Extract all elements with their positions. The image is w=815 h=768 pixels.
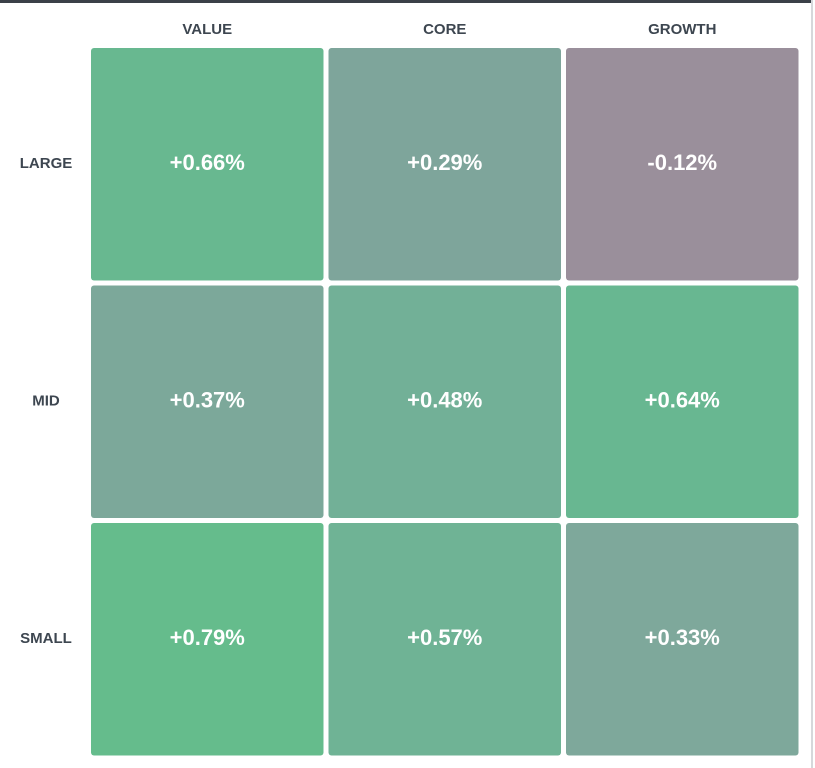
cell-label: +0.48% (407, 388, 482, 413)
cell-label: +0.33% (645, 625, 720, 650)
cell-label: +0.29% (407, 150, 482, 175)
row-header: MID (32, 393, 60, 410)
top-bar (0, 0, 812, 3)
cell-label: +0.79% (170, 625, 245, 650)
cell-label: +0.37% (170, 388, 245, 413)
cell-label: +0.66% (170, 150, 245, 175)
cell (566, 523, 799, 756)
cell-label: +0.57% (407, 625, 482, 650)
cell (91, 285, 324, 518)
cell (566, 285, 799, 518)
column-header: GROWTH (648, 21, 716, 38)
cell (91, 48, 324, 281)
cell (328, 285, 561, 518)
cell (566, 48, 799, 281)
cell (328, 523, 561, 756)
cell (328, 48, 561, 281)
row-header: SMALL (20, 630, 72, 647)
cell-label: +0.64% (645, 388, 720, 413)
right-border (811, 0, 813, 768)
cell-label: -0.12% (647, 150, 717, 175)
cell (91, 523, 324, 756)
column-header: CORE (423, 21, 466, 38)
row-header: LARGE (20, 155, 73, 172)
column-header: VALUE (182, 21, 232, 38)
